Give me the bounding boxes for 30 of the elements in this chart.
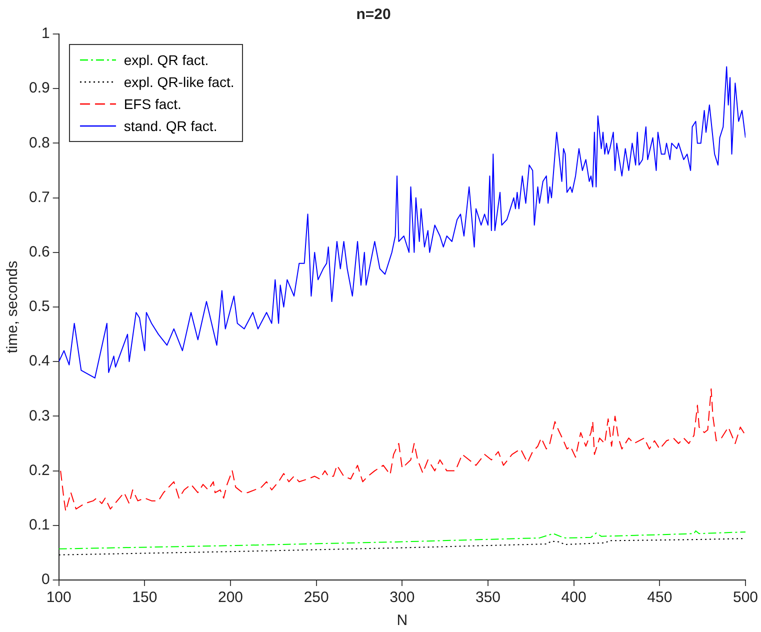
y-tick-label: 0.3 bbox=[28, 407, 50, 424]
y-tick-label: 0.4 bbox=[28, 352, 50, 370]
y-tick-label: 0.1 bbox=[28, 516, 50, 534]
legend-label: EFS fact. bbox=[124, 95, 182, 114]
y-tick-label: 0.8 bbox=[28, 134, 50, 152]
y-tick-label: 0.2 bbox=[28, 462, 50, 479]
y-tick-label: 0.5 bbox=[28, 298, 50, 316]
y-axis-title: time, seconds bbox=[4, 260, 22, 354]
x-tick-label: 500 bbox=[732, 589, 758, 606]
y-tick-label: 0.9 bbox=[28, 80, 50, 97]
x-tick-label: 300 bbox=[390, 589, 415, 606]
y-tick-label: 1 bbox=[42, 25, 50, 42]
x-tick-label: 250 bbox=[304, 589, 329, 606]
y-tick-label: 0.6 bbox=[28, 244, 50, 261]
line-series bbox=[60, 388, 746, 512]
y-tick-label: 0.7 bbox=[28, 188, 50, 206]
x-tick-label: 400 bbox=[561, 589, 586, 606]
chart-title: n=20 bbox=[356, 6, 391, 24]
legend-label: expl. QR-like fact. bbox=[124, 73, 234, 92]
line-series bbox=[58, 530, 746, 550]
legend-label: expl. QR fact. bbox=[124, 51, 209, 70]
line-series bbox=[58, 538, 746, 556]
x-tick-label: 350 bbox=[475, 589, 501, 606]
legend-label: stand. QR fact. bbox=[124, 117, 218, 136]
x-tick-label: 450 bbox=[647, 589, 672, 606]
x-tick-label: 100 bbox=[46, 589, 72, 606]
x-tick-label: 150 bbox=[132, 589, 158, 606]
y-tick-label: 0 bbox=[42, 571, 50, 588]
x-axis-title: N bbox=[396, 612, 408, 630]
x-tick-label: 200 bbox=[218, 589, 244, 606]
